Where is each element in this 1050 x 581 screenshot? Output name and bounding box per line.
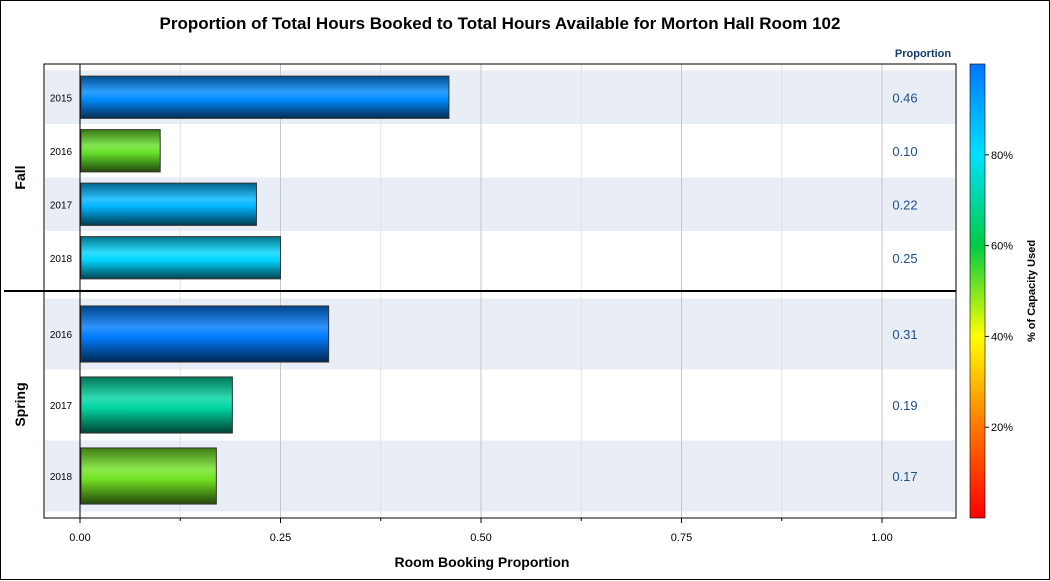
x-tick-label: 1.00 — [871, 532, 892, 544]
colorbar-tick-label: 80% — [991, 150, 1013, 162]
colorbar — [969, 63, 986, 519]
bar-spring-2017[interactable] — [80, 376, 233, 434]
category-label: 2015 — [50, 93, 73, 104]
value-label: 0.46 — [892, 90, 917, 105]
bar-fall-2016[interactable] — [80, 129, 161, 173]
bar-spring-2018[interactable] — [80, 447, 217, 505]
value-label: 0.25 — [892, 251, 917, 266]
category-label: 2016 — [50, 147, 73, 158]
value-label: 0.17 — [892, 469, 917, 484]
category-label: 2018 — [50, 472, 73, 483]
category-label: 2018 — [50, 254, 73, 265]
x-tick-label: 0.75 — [671, 532, 692, 544]
bar-fall-2018[interactable] — [80, 236, 281, 280]
value-label: 0.31 — [892, 327, 917, 342]
colorbar-tick-label: 60% — [991, 241, 1013, 253]
group-label-fall: Fall — [12, 165, 28, 189]
value-label: 0.19 — [892, 398, 917, 413]
bar-spring-2016[interactable] — [80, 305, 330, 363]
value-column-header: Proportion — [895, 48, 951, 60]
colorbar-label: % of Capacity Used — [1026, 240, 1038, 342]
panel-spring: 2016 0.31 2017 0.19 2018 0.17 Spring — [12, 291, 955, 518]
value-label: 0.10 — [892, 144, 917, 159]
bar-fall-2015[interactable] — [80, 75, 450, 119]
category-label: 2017 — [50, 200, 73, 211]
x-tick-label: 0.25 — [270, 532, 291, 544]
plot-area: 2015 0.46 2016 0.10 2017 0.22 2018 0.25 Fall 2016… — [4, 63, 957, 544]
category-label: 2017 — [50, 401, 73, 412]
x-tick-label: 0.50 — [470, 532, 491, 544]
bar-fall-2017[interactable] — [80, 182, 257, 226]
chart-title: Proportion of Total Hours Booked to Tota… — [160, 14, 841, 33]
x-tick-label: 0.00 — [69, 532, 90, 544]
colorbar-tick-label: 20% — [991, 422, 1013, 434]
value-label: 0.22 — [892, 197, 917, 212]
category-label: 2016 — [50, 330, 73, 341]
panel-fall: 2015 0.46 2016 0.10 2017 0.22 2018 0.25 Fall — [12, 64, 955, 291]
x-axis-label: Room Booking Proportion — [395, 554, 570, 570]
group-label-spring: Spring — [12, 382, 28, 426]
colorbar-tick-label: 40% — [991, 331, 1013, 343]
